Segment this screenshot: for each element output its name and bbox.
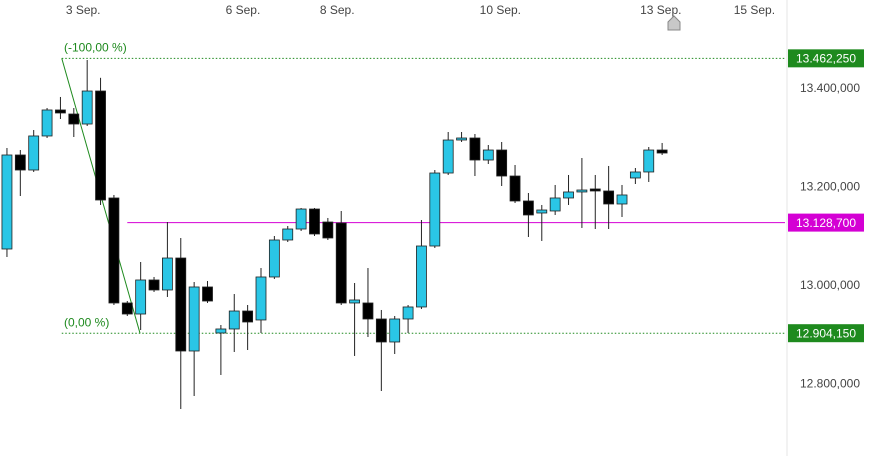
candle-body [389,318,401,343]
y-tick-label: 13.000,000 [800,278,860,292]
candle-body [41,109,53,137]
reference-label: 13.462,250 [796,52,856,66]
candle-body [496,149,508,177]
candle-body [135,279,147,315]
x-tick-label: 13 Sep. [640,3,681,17]
candle-body [402,306,414,320]
candle-body [295,208,307,230]
candle-body [95,90,106,201]
candle-body [375,318,387,343]
candle-body [589,188,601,192]
candle-body [162,257,173,291]
x-tick-label: 8 Sep. [320,3,355,17]
y-tick-label: 12.800,000 [800,377,860,391]
x-tick-label: 15 Sep. [734,3,775,17]
reference-label-box [788,49,864,68]
candle-body [242,310,254,323]
candle-body [536,209,548,214]
x-tick-label: 10 Sep. [480,3,521,17]
candle-body [629,171,641,179]
reference-label-box [788,213,864,232]
candle-body [482,149,494,161]
candle-body [362,302,374,320]
scroll-marker[interactable] [667,15,681,31]
candle-body [148,279,160,291]
candle-body [335,222,347,304]
candle-body [563,191,574,199]
candle-body [549,197,561,212]
fib-label: (0,00 %) [64,315,109,329]
candle-body [1,154,13,250]
candle-body [469,137,481,161]
candle-body [215,328,227,334]
candle-body [643,149,655,173]
candle-body [322,221,334,239]
reference-label-box [788,324,864,343]
y-tick-label: 13.400,000 [800,81,860,95]
candle-body [108,197,120,304]
candle-body [202,286,213,302]
candle-body [309,208,320,235]
candle-body [188,286,200,352]
candle-body [509,175,521,202]
candle-body [14,154,26,171]
candle-body [349,299,360,304]
candle-body [121,302,133,315]
candle-body [68,113,80,125]
candle-body [576,189,588,193]
candle-body [456,137,467,141]
candle-body [442,139,454,174]
reference-label: 13.128,700 [796,216,856,230]
fib-label: (-100,00 %) [64,41,127,55]
candle-body [416,245,427,308]
y-tick-label: 13.200,000 [800,180,860,194]
candle-body [175,257,187,352]
candle-body [28,135,40,171]
candle-body [429,172,441,247]
candle-body [603,190,615,205]
candle-body [268,239,280,278]
x-tick-label: 6 Sep. [226,3,261,17]
candle-body [55,109,66,114]
candle-body [255,276,267,321]
x-tick-label: 3 Sep. [66,3,101,17]
candle-body [228,310,240,330]
candle-body [523,200,534,216]
candle-body [81,90,93,125]
candle-body [616,194,628,205]
candle-body [656,149,668,154]
candle-body [282,228,294,241]
reference-label: 12.904,150 [796,326,856,340]
